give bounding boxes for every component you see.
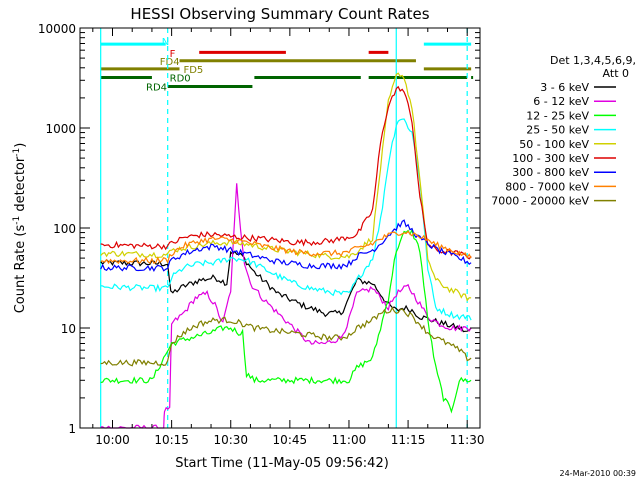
flag-label-fd4: FD4 — [160, 57, 180, 68]
x-axis-ticks: 10:00 10:15 10:30 10:45 11:00 11:15 11:30 — [92, 28, 485, 447]
x-tick-label: 11:00 — [332, 433, 367, 447]
legend-label-3-6-kev: 3 - 6 keV — [540, 81, 589, 94]
x-tick-label: 10:15 — [154, 433, 189, 447]
y-axis-ticks: 1 10 100 1000 10000 — [38, 22, 480, 436]
x-tick-label: 11:15 — [391, 433, 426, 447]
legend-header-line1: Det 1,3,4,5,6,9, — [550, 54, 636, 67]
legend-label-100-300-kev: 100 - 300 keV — [512, 152, 589, 165]
y-tick-label: 1000 — [45, 122, 76, 136]
y-tick-label: 1 — [68, 422, 76, 436]
count-rate-series — [100, 72, 472, 429]
flag-label-rd4: RD4 — [146, 83, 167, 94]
legend-label-25-50-kev: 25 - 50 keV — [526, 124, 589, 137]
legend-label-800-7000-kev: 800 - 7000 keV — [505, 180, 589, 193]
y-axis-label: Count Rate (s-1 detector-1) — [12, 143, 28, 314]
y-axis-label-sup1: -1 — [12, 216, 22, 225]
y-tick-label: 100 — [53, 222, 76, 236]
y-axis-label-end: ) — [13, 143, 28, 148]
y-tick-label: 10 — [61, 322, 76, 336]
legend-label-6-12-kev: 6 - 12 keV — [533, 95, 589, 108]
series-line-50-100-kev — [100, 72, 472, 302]
flag-label-n: N — [162, 37, 169, 48]
legend-header-line2: Att 0 — [603, 67, 629, 80]
y-axis-label-mid: detector — [13, 156, 28, 216]
footer-date: 24-Mar-2010 00:39 — [560, 469, 637, 478]
x-tick-label: 10:30 — [213, 433, 248, 447]
series-line-100-300-kev — [100, 85, 472, 260]
flag-label-fd5: FD5 — [183, 65, 203, 76]
chart-title: HESSI Observing Summary Count Rates — [130, 5, 429, 23]
x-tick-label: 10:00 — [95, 433, 130, 447]
y-axis-label-main: Count Rate (s — [13, 225, 28, 314]
flag-label-rd0: RD0 — [170, 73, 191, 84]
y-tick-label: 10000 — [38, 22, 76, 36]
series-line-300-800-kev — [100, 219, 472, 272]
series-line-25-50-kev — [100, 118, 472, 321]
x-tick-label: 10:45 — [273, 433, 308, 447]
flag-label-f: F — [170, 49, 176, 60]
series-line-7000-20000-kev — [100, 306, 472, 367]
series-line-3-6-kev — [100, 250, 472, 333]
series-line-800-7000-kev — [100, 230, 472, 265]
legend-label-50-100-kev: 50 - 100 keV — [519, 138, 589, 151]
y-axis-label-sup2: -1 — [12, 148, 22, 157]
legend-label-300-800-kev: 300 - 800 keV — [512, 166, 589, 179]
legend-label-7000-20000-kev: 7000 - 20000 keV — [491, 195, 589, 208]
x-tick-label: 11:30 — [450, 433, 485, 447]
legend-label-12-25-kev: 12 - 25 keV — [526, 109, 589, 122]
x-axis-label: Start Time (11-May-05 09:56:42) — [175, 456, 389, 471]
